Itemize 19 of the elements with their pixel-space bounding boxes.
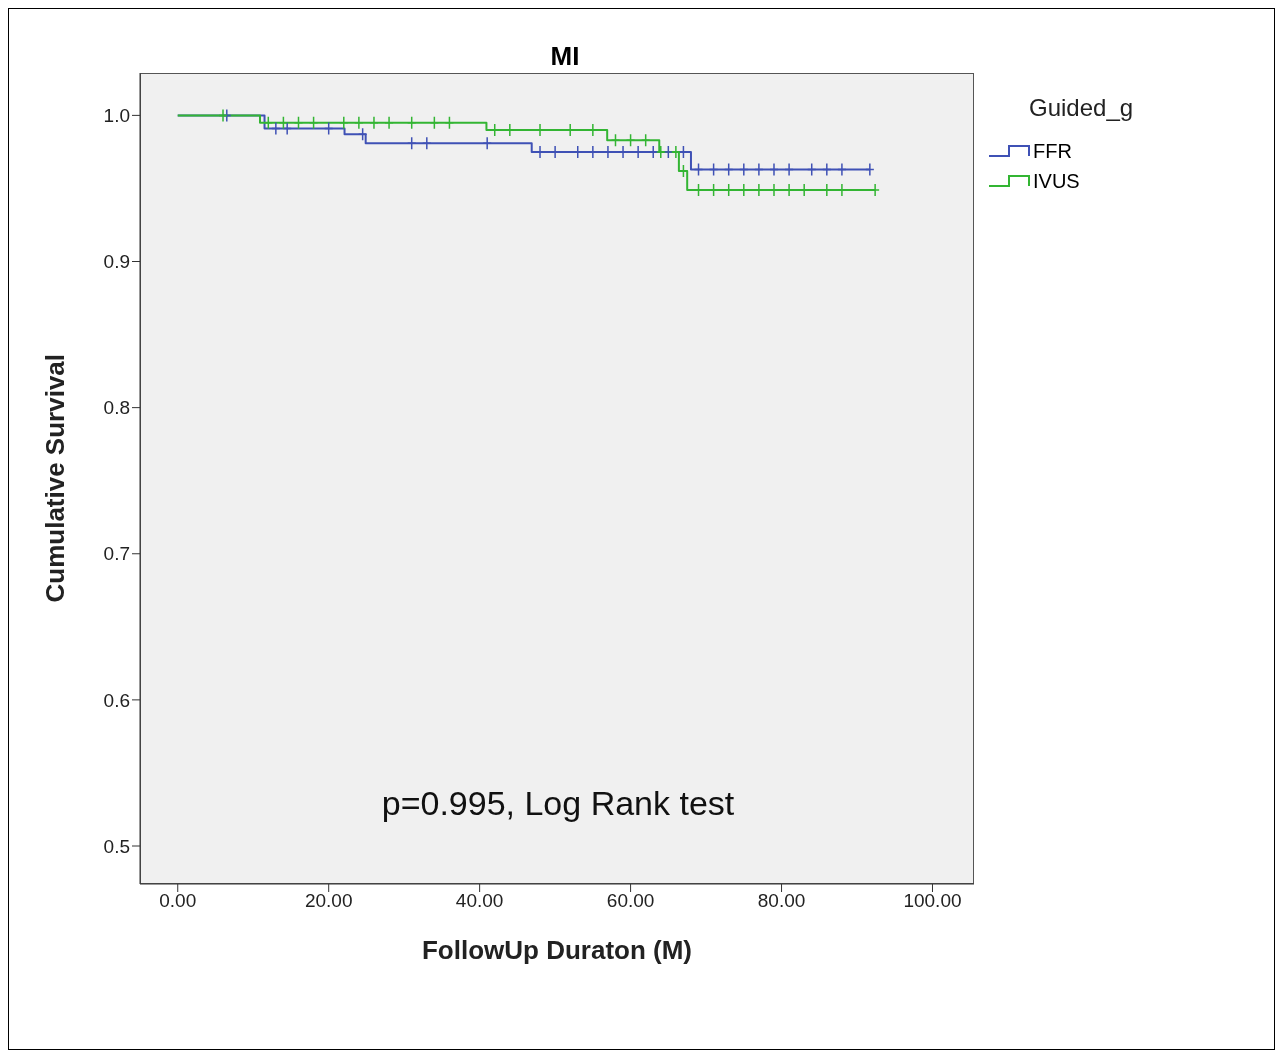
x-tick-label: 80.00 — [757, 890, 806, 912]
x-tick-label: 60.00 — [606, 890, 655, 912]
y-tick-label: 0.8 — [103, 397, 130, 419]
legend-title: Guided_g — [1029, 94, 1134, 122]
y-tick-label: 0.6 — [103, 689, 130, 711]
y-tick-label: 0.5 — [103, 835, 130, 857]
y-tick-label: 1.0 — [103, 105, 130, 127]
legend-label: IVUS — [1033, 169, 1080, 193]
x-tick-label: 100.00 — [903, 890, 962, 912]
x-tick-label: 40.00 — [455, 890, 504, 912]
y-axis-title: Cumulative Survival — [40, 353, 71, 603]
chart-title: MI — [549, 41, 581, 72]
x-tick-label: 20.00 — [304, 890, 353, 912]
y-tick-label: 0.7 — [103, 543, 130, 565]
y-tick-label: 0.9 — [103, 251, 130, 273]
x-axis-title: FollowUp Duraton (M) — [421, 935, 693, 965]
annotation: p=0.995, Log Rank test — [380, 784, 736, 823]
x-tick-label: 0.00 — [159, 890, 197, 912]
legend-label: FFR — [1033, 139, 1072, 163]
